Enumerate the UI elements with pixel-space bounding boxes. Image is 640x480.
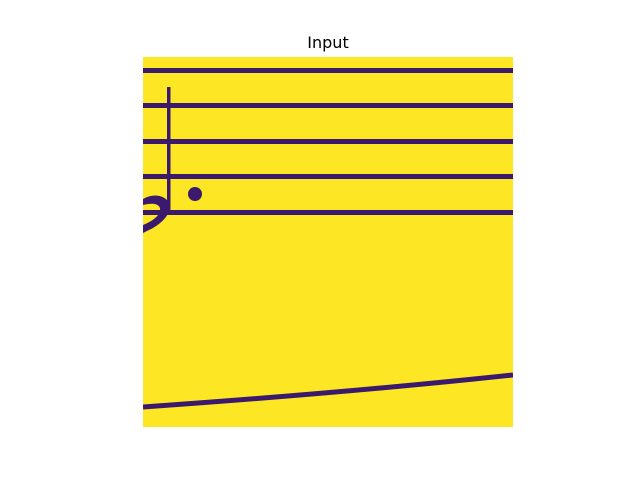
image-background (143, 57, 513, 427)
slur-curve (143, 372, 513, 410)
note-head (143, 195, 170, 233)
staff-line-1 (143, 68, 513, 73)
staff-line-5 (143, 210, 513, 215)
note-stem (167, 87, 171, 213)
image-canvas (143, 57, 513, 427)
staff-line-4 (143, 174, 513, 179)
staff-line-3 (143, 139, 513, 144)
staff-lines (143, 68, 513, 215)
input-image (143, 57, 513, 427)
figure-title: Input (307, 33, 349, 52)
staff-line-2 (143, 103, 513, 108)
augmentation-dot (188, 187, 202, 201)
